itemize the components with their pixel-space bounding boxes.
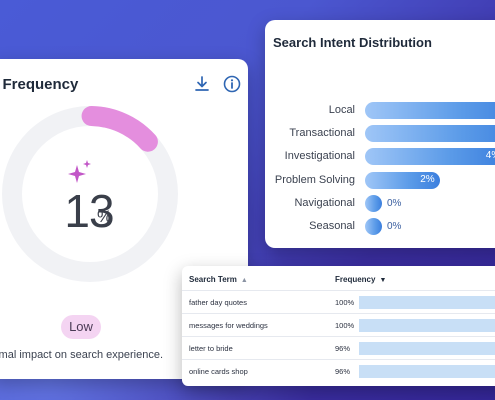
intent-bar	[365, 171, 441, 189]
frequency-bar	[359, 319, 495, 332]
table-row[interactable]: letter to bride 96%	[182, 336, 495, 359]
cell-frequency: 96%	[335, 367, 351, 376]
header-frequency-label: Frequency	[335, 275, 376, 284]
intent-label: Local	[328, 104, 355, 116]
frequency-value: 13	[64, 185, 114, 237]
intent-row: Local	[265, 102, 495, 120]
intent-bar	[365, 102, 495, 119]
intent-bar	[365, 194, 382, 212]
download-icon[interactable]	[193, 75, 211, 93]
impact-description: nimal impact on search experience.	[0, 349, 164, 361]
gauge-track-inner	[22, 126, 158, 262]
cell-search-term: letter to bride	[189, 344, 233, 353]
intent-value: 2%	[420, 173, 435, 185]
cell-frequency: 100%	[335, 321, 355, 330]
header-frequency[interactable]: Frequency ▼	[335, 275, 386, 284]
intent-row: Investigational 4%	[265, 148, 495, 166]
table-row[interactable]: messages for weddings 100%	[182, 313, 495, 336]
frequency-card-title: y Frequency	[0, 76, 79, 93]
cell-search-term: father day quotes	[189, 298, 247, 307]
intent-label: Transactional	[289, 127, 355, 140]
frequency-card: y Frequency 13 % Low nimal impact on sea…	[0, 59, 248, 379]
intent-label: Seasonal	[309, 220, 355, 232]
sort-asc-icon: ▲	[240, 277, 248, 284]
intent-value: 0%	[387, 197, 402, 209]
intent-bar	[365, 218, 382, 235]
sort-desc-icon: ▼	[379, 277, 387, 284]
cell-search-term: online cards shop	[189, 367, 248, 376]
header-search-term-label: Search Term	[189, 275, 237, 284]
intent-row: Transactional	[265, 125, 495, 143]
frequency-bar	[359, 342, 495, 355]
intent-bar	[365, 125, 495, 143]
gauge-progress-arc	[81, 106, 158, 152]
intent-card-title: Search Intent Distribution	[273, 35, 432, 50]
sparkle-icon	[68, 160, 91, 183]
intent-value: 4%	[485, 150, 495, 162]
header-search-term[interactable]: Search Term ▲	[189, 275, 248, 284]
table-row[interactable]: father day quotes 100%	[182, 290, 495, 313]
intent-value: 0%	[387, 221, 402, 232]
cell-frequency: 96%	[335, 344, 351, 353]
intent-label: Investigational	[284, 150, 355, 163]
frequency-bar	[359, 296, 495, 309]
intent-distribution-card: Search Intent Distribution Local Transact…	[265, 20, 495, 248]
frequency-gauge	[2, 106, 178, 282]
cell-frequency: 100%	[335, 298, 355, 307]
intent-row: Seasonal 0%	[265, 218, 495, 236]
info-icon[interactable]	[223, 75, 241, 93]
cell-search-term: messages for weddings	[189, 321, 268, 330]
level-badge: Low	[61, 315, 101, 339]
intent-label: Navigational	[294, 196, 355, 209]
search-term-table: Search Term ▲ Frequency ▼ father day quote…	[182, 266, 495, 386]
intent-row: Problem Solving 2%	[265, 171, 495, 190]
frequency-unit: %	[97, 207, 113, 226]
frequency-bar	[359, 365, 495, 378]
intent-row: Navigational 0%	[265, 194, 495, 213]
intent-bar	[365, 148, 495, 166]
table-row[interactable]: online cards shop 96%	[182, 359, 495, 382]
intent-label: Problem Solving	[274, 173, 355, 186]
